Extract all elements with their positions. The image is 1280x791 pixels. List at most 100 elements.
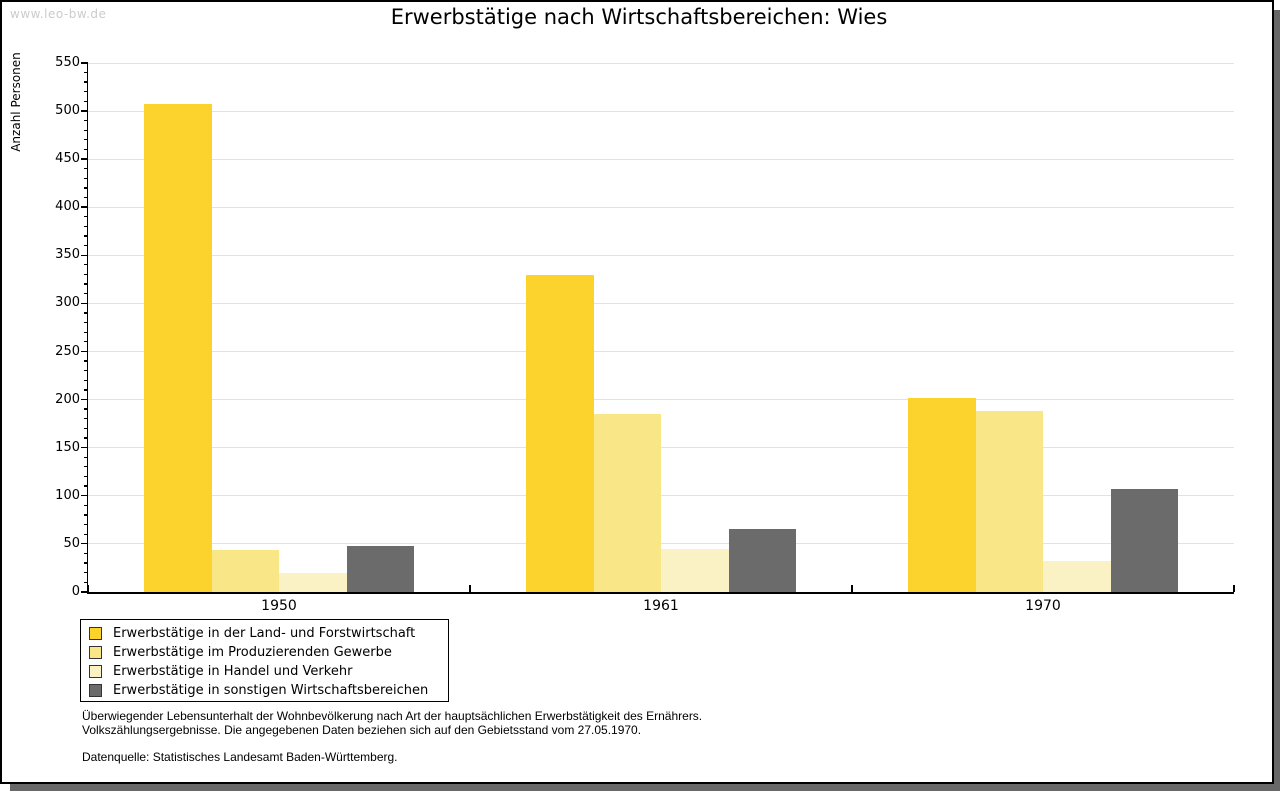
bar-1970-s3	[1043, 561, 1111, 592]
legend-label: Erwerbstätige in der Land- und Forstwirt…	[113, 626, 416, 641]
y-axis-major-tick	[81, 591, 88, 593]
gridline	[88, 110, 1234, 112]
y-axis-minor-tick	[84, 504, 88, 506]
y-tick-label: 300	[55, 295, 80, 311]
y-axis-minor-tick	[84, 293, 88, 295]
gridline	[88, 158, 1234, 160]
y-axis-minor-tick	[84, 341, 88, 343]
y-tick-label: 250	[55, 343, 80, 359]
y-axis-minor-tick	[84, 196, 88, 199]
y-tick-label: 200	[55, 391, 80, 407]
footnote-block: Überwiegender Lebensunterhalt der Wohnbe…	[82, 709, 702, 764]
y-axis-minor-tick	[84, 571, 88, 574]
gridline	[88, 206, 1234, 208]
y-tick-label: 100	[55, 487, 80, 503]
legend-label: Erwerbstätige im Produzierenden Gewerbe	[113, 645, 392, 660]
x-axis-boundary-tick	[87, 585, 89, 592]
y-axis-major-tick	[81, 350, 88, 353]
bar-1950-s4	[346, 545, 414, 592]
legend-swatch	[89, 665, 102, 678]
watermark-url: www.leo-bw.de	[10, 7, 107, 21]
y-axis-minor-tick	[84, 283, 88, 285]
y-axis-minor-tick	[84, 139, 88, 141]
y-axis-major-tick	[81, 446, 88, 449]
y-axis-minor-tick	[84, 514, 88, 516]
chart-title: Erwerbstätige nach Wirtschaftsbereichen:…	[390, 5, 888, 29]
legend-label: Erwerbstätige in sonstigen Wirtschaftsbe…	[113, 683, 429, 698]
bar-1950-s1	[144, 104, 212, 592]
y-axis-minor-tick	[84, 581, 88, 583]
y-axis-minor-tick	[84, 379, 88, 381]
y-axis-major-tick	[81, 110, 88, 112]
y-axis-major-tick	[81, 158, 88, 160]
bar-1961-s2	[593, 414, 661, 592]
y-axis-minor-tick	[84, 216, 88, 218]
gridline	[88, 447, 1234, 449]
y-axis-minor-tick	[84, 312, 88, 314]
y-axis-minor-tick	[84, 475, 88, 478]
y-axis-minor-tick	[84, 71, 88, 74]
y-axis-major-tick	[81, 206, 88, 208]
data-source-line: Datenquelle: Statistisches Landesamt Bad…	[82, 750, 398, 764]
y-axis-minor-tick	[84, 235, 88, 237]
y-tick-label: 0	[71, 584, 80, 599]
bar-1961-s1	[526, 274, 594, 592]
y-axis-minor-tick	[84, 485, 88, 487]
plot-area: 0 50 100 150 200 250 300 350 400 450 500 550 1950 196…	[55, 55, 1235, 614]
gridline	[88, 399, 1234, 401]
page-drop-shadow-bottom	[10, 784, 1280, 791]
bar-1961-s3	[661, 548, 729, 592]
y-axis-minor-tick	[84, 360, 88, 362]
footnote-line-1: Überwiegender Lebensunterhalt der Wohnbe…	[82, 709, 703, 723]
y-axis-minor-tick	[84, 264, 88, 266]
y-axis-minor-tick	[84, 91, 88, 93]
y-axis-minor-tick	[84, 389, 88, 391]
bar-1950-s2	[211, 549, 279, 592]
y-axis-major-tick	[81, 495, 88, 497]
y-axis-minor-tick	[84, 370, 88, 372]
gridline	[88, 351, 1234, 353]
legend-item: Erwerbstätige in Handel und Verkehr	[89, 662, 448, 681]
y-tick-label: 350	[55, 247, 80, 263]
x-category-label: 1970	[1025, 598, 1061, 614]
y-axis-minor-tick	[84, 321, 88, 324]
y-axis-major-tick	[81, 302, 88, 304]
x-axis-boundary-tick	[851, 585, 853, 592]
gridline	[88, 254, 1234, 256]
y-axis-minor-tick	[84, 177, 88, 179]
y-axis-minor-tick	[84, 244, 88, 247]
y-axis-minor-tick	[84, 418, 88, 420]
y-axis-minor-tick	[84, 119, 88, 122]
legend-label: Erwerbstätige in Handel und Verkehr	[113, 664, 353, 679]
bar-1970-s2	[975, 411, 1043, 592]
y-axis-minor-tick	[84, 552, 88, 555]
y-tick-label: 450	[55, 151, 80, 167]
page-drop-shadow-right	[1274, 10, 1280, 791]
y-axis-minor-tick	[84, 168, 88, 170]
y-tick-label: 50	[63, 535, 80, 551]
legend-swatch	[89, 684, 102, 697]
y-axis-minor-tick	[84, 100, 88, 102]
bar-1961-s4	[728, 529, 796, 592]
y-axis-minor-tick	[84, 225, 88, 228]
y-axis-minor-tick	[84, 273, 88, 276]
y-tick-label: 150	[55, 439, 80, 455]
bar-1970-s4	[1110, 489, 1178, 592]
y-axis-minor-tick	[84, 523, 88, 526]
legend-item: Erwerbstätige in der Land- und Forstwirt…	[89, 624, 448, 643]
legend-box: Erwerbstätige in der Land- und Forstwirt…	[80, 619, 449, 702]
y-axis-minor-tick	[84, 148, 88, 151]
bar-1970-s1	[908, 397, 976, 592]
y-tick-label: 400	[55, 199, 80, 215]
gridline	[88, 62, 1234, 64]
y-axis-label: Anzahl Personen	[9, 52, 23, 152]
gridline	[88, 495, 1234, 497]
x-axis-boundary-tick	[469, 585, 471, 592]
y-axis-minor-tick	[84, 437, 88, 439]
y-axis-minor-tick	[84, 456, 88, 458]
bar-1950-s3	[279, 572, 347, 592]
gridline	[88, 302, 1234, 304]
y-axis-major-tick	[81, 543, 88, 545]
footnote-line-2: Volkszählungsergebnisse. Die angegebenen…	[82, 723, 642, 737]
